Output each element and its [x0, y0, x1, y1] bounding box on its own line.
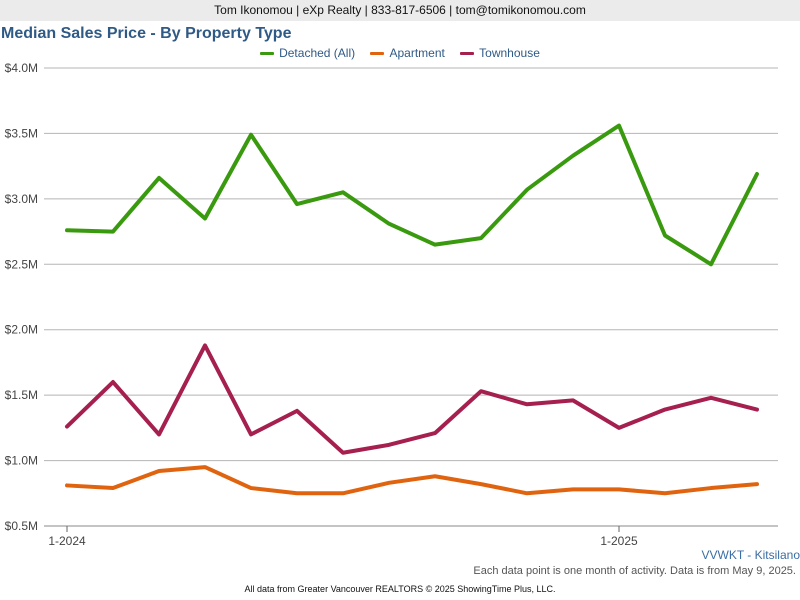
chart-title: Median Sales Price - By Property Type — [1, 25, 292, 42]
legend-item-detached: Detached (All) — [260, 46, 355, 60]
legend-swatch-detached — [260, 52, 275, 56]
legend-label-detached: Detached (All) — [279, 46, 356, 60]
y-tick-label: $0.5M — [5, 519, 38, 533]
y-tick-label: $4.0M — [5, 61, 38, 75]
x-tick-label: 1-2025 — [600, 534, 638, 548]
series-line-townhouse — [65, 343, 759, 455]
y-tick-label: $2.0M — [5, 323, 38, 337]
legend-label-apartment: Apartment — [389, 46, 445, 60]
legend-item-apartment: Apartment — [370, 46, 445, 60]
legend-label-townhouse: Townhouse — [479, 46, 540, 60]
y-tick-label: $1.5M — [5, 388, 38, 402]
y-tick-label: $1.0M — [5, 454, 38, 468]
legend-item-townhouse: Townhouse — [460, 46, 540, 60]
y-tick-label: $3.5M — [5, 126, 38, 140]
data-note: Each data point is one month of activity… — [473, 565, 796, 577]
footer-credit: All data from Greater Vancouver REALTORS… — [244, 584, 556, 594]
series-line-apartment — [65, 465, 759, 496]
legend-swatch-apartment — [370, 52, 385, 56]
series-line-detached-all — [65, 123, 759, 267]
y-tick-label: $3.0M — [5, 192, 38, 206]
chart-legend: Detached (All) Apartment Townhouse — [0, 46, 800, 60]
region-label: VVWKT - Kitsilano — [701, 548, 800, 562]
contact-bar: Tom Ikonomou | eXp Realty | 833-817-6506… — [0, 0, 800, 21]
y-tick-label: $2.5M — [5, 257, 38, 271]
x-tick-label: 1-2024 — [48, 534, 86, 548]
contact-text: Tom Ikonomou | eXp Realty | 833-817-6506… — [214, 3, 586, 17]
legend-swatch-townhouse — [460, 52, 475, 56]
